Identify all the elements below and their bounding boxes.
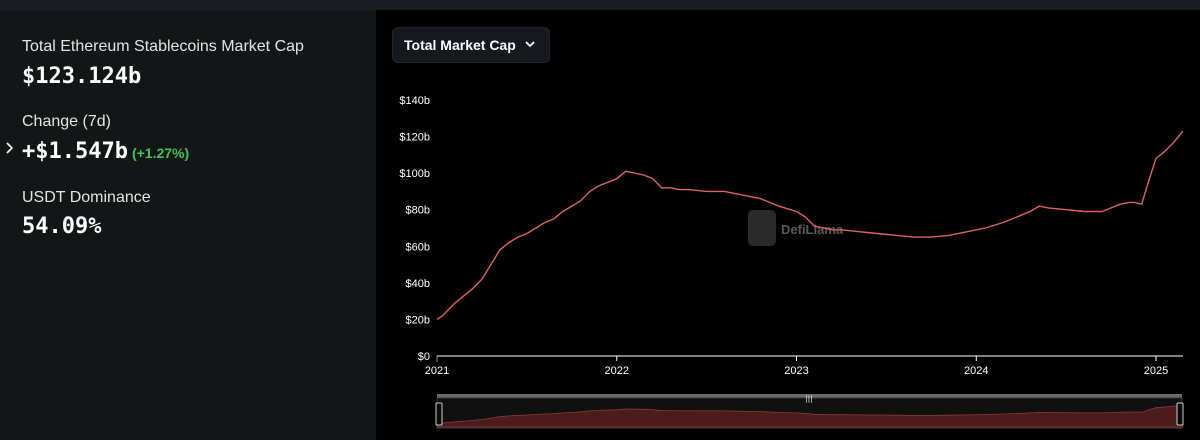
- llama-logo-icon: [748, 210, 776, 246]
- watermark-text: DefiLlama: [781, 222, 844, 237]
- defillama-watermark: DefiLlama: [748, 210, 844, 246]
- chevron-right-icon[interactable]: [5, 141, 17, 155]
- y-tick-label: $120b: [399, 132, 430, 144]
- market-cap-series-line: [436, 130, 1184, 320]
- market-cap-label: Total Ethereum Stablecoins Market Cap: [22, 38, 304, 55]
- metric-dropdown[interactable]: Total Market Cap: [392, 27, 550, 63]
- x-tick-label: 2023: [784, 365, 808, 377]
- market-cap-chart: DefiLlama $0 $20b $40b $60b $80b $100b $120b $1…: [399, 95, 1184, 429]
- brush-top-bar[interactable]: [437, 394, 1182, 398]
- brush-right-handle[interactable]: [1176, 402, 1184, 426]
- chart-panel: [376, 10, 1200, 440]
- y-tick-label: $40b: [406, 278, 430, 290]
- change-value: +$1.547b: [22, 139, 128, 164]
- change-percent: (+1.27%): [131, 145, 190, 161]
- y-tick-label: $20b: [406, 314, 430, 326]
- dominance-value: 54.09%: [22, 214, 102, 239]
- change-value-row: +$1.547b (+1.27%): [22, 139, 189, 164]
- x-tick-label: 2025: [1144, 365, 1168, 377]
- y-tick-label: $60b: [406, 241, 430, 253]
- market-cap-value: $123.124b: [22, 64, 142, 89]
- dominance-label: USDT Dominance: [22, 189, 151, 206]
- y-tick-label: $80b: [406, 205, 430, 217]
- change-label: Change (7d): [22, 113, 111, 130]
- top-bar: [0, 0, 1200, 10]
- metric-dropdown-label: Total Market Cap: [404, 37, 516, 53]
- x-tick-label: 2024: [964, 365, 988, 377]
- y-tick-label: $140b: [399, 95, 430, 107]
- x-tick-label: 2021: [425, 365, 449, 377]
- stats-panel: [0, 10, 376, 440]
- chevron-down-icon: [523, 37, 537, 51]
- brush-preview-area: [436, 404, 1184, 428]
- time-range-brush[interactable]: |||: [435, 394, 1184, 429]
- brush-grip-icon[interactable]: |||: [805, 395, 812, 403]
- x-tick-label: 2022: [605, 365, 629, 377]
- y-tick-label: $0: [418, 351, 430, 363]
- y-tick-label: $100b: [399, 168, 430, 180]
- brush-left-handle[interactable]: [435, 402, 443, 426]
